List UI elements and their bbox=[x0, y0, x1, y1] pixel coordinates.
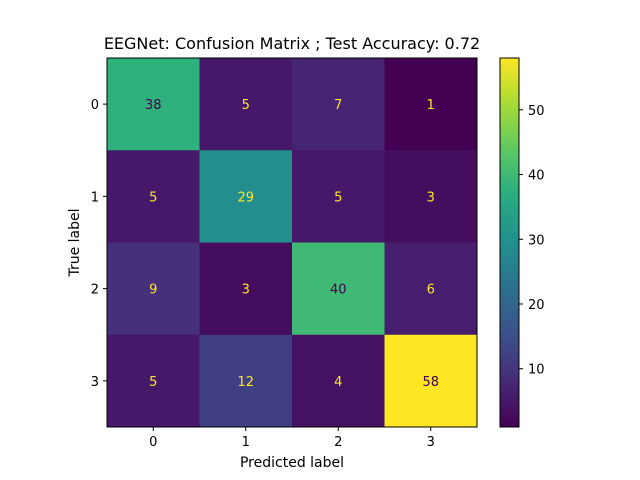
heatmap-cell bbox=[384, 334, 478, 428]
x-tick-label: 0 bbox=[149, 435, 157, 450]
x-axis: 0 1 2 3 bbox=[149, 427, 435, 450]
cell-value-label: 6 bbox=[427, 283, 435, 298]
colorbar-tick-label: 20 bbox=[528, 298, 545, 313]
heatmap-cell bbox=[292, 150, 385, 243]
y-tick-label: 2 bbox=[91, 283, 99, 298]
heatmap-cell bbox=[384, 58, 478, 151]
colorbar-tick-label: 30 bbox=[528, 233, 545, 248]
cell-value-label: 5 bbox=[149, 190, 157, 205]
x-tick-label: 2 bbox=[334, 435, 342, 450]
heatmap-frame bbox=[106, 57, 478, 428]
cell-value-label: 5 bbox=[242, 98, 250, 113]
y-axis: 0 1 2 3 bbox=[91, 98, 107, 390]
heatmap-cell bbox=[107, 242, 200, 336]
y-tick-label: 3 bbox=[91, 375, 99, 390]
cell-value-label: 3 bbox=[427, 190, 435, 205]
x-tick-label: 1 bbox=[242, 435, 250, 450]
x-axis-label: Predicted label bbox=[240, 455, 344, 471]
heatmap-cell bbox=[292, 242, 385, 336]
cell-value-label: 5 bbox=[149, 375, 157, 390]
colorbar bbox=[499, 57, 520, 428]
colorbar-tick-label: 40 bbox=[528, 169, 545, 184]
cell-value-label: 5 bbox=[334, 190, 342, 205]
heatmap-cell bbox=[384, 242, 478, 336]
heatmap-value-labels: 38 5 7 15 29 5 39 3 40 65 12 4 58 bbox=[145, 98, 439, 390]
cell-value-label: 9 bbox=[149, 283, 157, 298]
heatmap-cell bbox=[384, 150, 478, 243]
colorbar-tick-label: 10 bbox=[528, 363, 545, 378]
y-tick-label: 0 bbox=[91, 98, 99, 113]
heatmap-cell bbox=[107, 334, 200, 428]
cell-value-label: 40 bbox=[330, 283, 347, 298]
chart-title: EEGNet: Confusion Matrix ; Test Accuracy… bbox=[104, 34, 480, 53]
cell-value-label: 58 bbox=[422, 375, 439, 390]
cell-value-label: 38 bbox=[145, 98, 162, 113]
colorbar-tick-label: 50 bbox=[528, 104, 545, 119]
heatmap-cell bbox=[199, 242, 293, 336]
cell-value-label: 7 bbox=[334, 98, 342, 113]
y-axis-label: True label bbox=[67, 208, 83, 277]
y-tick-label: 1 bbox=[91, 190, 99, 205]
cell-value-label: 1 bbox=[427, 98, 435, 113]
x-tick-label: 3 bbox=[427, 435, 435, 450]
heatmap-cell bbox=[107, 58, 200, 151]
heatmap-cells bbox=[107, 58, 478, 428]
heatmap-cell bbox=[199, 58, 293, 151]
cell-value-label: 29 bbox=[237, 190, 254, 205]
heatmap-cell bbox=[199, 334, 293, 428]
heatmap-cell bbox=[107, 150, 200, 243]
heatmap-cell bbox=[292, 58, 385, 151]
heatmap-cell bbox=[199, 150, 293, 243]
cell-value-label: 12 bbox=[237, 375, 254, 390]
cell-value-label: 4 bbox=[334, 375, 342, 390]
colorbar-axis: 10 20 30 40 50 bbox=[519, 104, 545, 378]
cell-value-label: 3 bbox=[242, 283, 250, 298]
heatmap-cell bbox=[292, 334, 385, 428]
